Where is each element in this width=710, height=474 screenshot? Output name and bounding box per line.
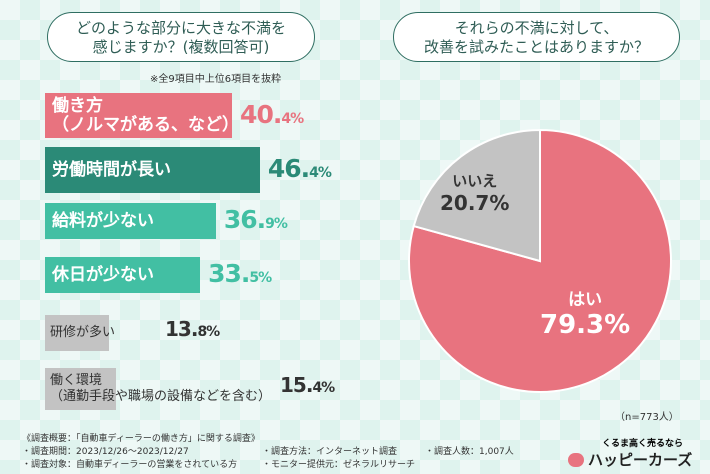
bar-label: 働く環境 （通勤手段や職場の設備などを含む） bbox=[50, 373, 271, 405]
title-line: それらの不満に対して、 bbox=[454, 19, 619, 37]
value-dec: 5% bbox=[249, 270, 272, 286]
value-dec: 4% bbox=[281, 110, 304, 127]
bar bbox=[45, 368, 117, 410]
bar bbox=[45, 147, 260, 193]
bar-label-line: 労働時間が長い bbox=[52, 159, 171, 180]
bar-value: 40.4% bbox=[240, 99, 304, 129]
slice-label: はい bbox=[568, 290, 603, 310]
footer-monitor: ・モニター提供元：ゼネラルリサーチ bbox=[262, 460, 416, 470]
value-dec: 9% bbox=[265, 216, 288, 232]
pie-label-no: いいえ 20.7% bbox=[440, 170, 509, 215]
elephant-icon bbox=[568, 452, 584, 467]
title-line: 改善を試みたことはありますか？ bbox=[423, 38, 649, 56]
logo: くるま高く売るなら ハッピーカーズ bbox=[568, 436, 703, 470]
bar-label-line: 働き方 bbox=[52, 95, 103, 116]
logo-tagline: くるま高く売るなら bbox=[602, 439, 683, 449]
title-line: どのような部分に大きな不満を bbox=[75, 19, 286, 37]
bar-label-line: （ノルマがある、など） bbox=[52, 114, 239, 135]
value-dec: 4% bbox=[312, 380, 335, 396]
slice-value: 79.3% bbox=[540, 310, 631, 340]
bar-label-line: 研修が多い bbox=[50, 325, 116, 340]
bar-label: 研修が多い bbox=[50, 325, 115, 341]
footer-left: 《調査概要：「自動車ディーラーの働き方」に関する調査》 ・調査期間：2023/1… bbox=[22, 433, 260, 472]
bar-value: 46.4% bbox=[267, 154, 332, 183]
bar bbox=[45, 315, 109, 351]
value-int: 40. bbox=[240, 99, 282, 129]
bar-value: 36.9% bbox=[223, 205, 288, 234]
value-dec: 4% bbox=[309, 165, 332, 181]
bar-value: 13.8% bbox=[165, 317, 220, 341]
footer-overview: 《調査概要：「自動車ディーラーの働き方」に関する調査》 bbox=[22, 434, 260, 444]
slice-value: 20.7% bbox=[440, 191, 510, 215]
footer-target: ・調査対象：自動車ディーラーの営業をされている方 bbox=[22, 460, 238, 470]
footer-mid: ・調査方法：インターネット調査 ・モニター提供元：ゼネラルリサーチ bbox=[262, 446, 415, 472]
bar bbox=[45, 93, 233, 138]
value-int: 36. bbox=[223, 205, 266, 234]
title-line: 感じますか？(複数回答可) bbox=[92, 38, 270, 56]
bar bbox=[45, 257, 201, 293]
pie-slice bbox=[412, 128, 541, 263]
value-int: 46. bbox=[267, 154, 310, 183]
sample-size: （n=773人） bbox=[615, 412, 679, 423]
bar-value: 15.4% bbox=[280, 373, 335, 397]
footer-period: ・調査期間：2023/12/26〜2023/12/27 bbox=[22, 447, 189, 457]
slice-label: いいえ bbox=[452, 172, 498, 190]
bar-value: 33.5% bbox=[208, 259, 272, 288]
value-dec: 8% bbox=[197, 324, 220, 340]
bar bbox=[45, 203, 216, 239]
bar-label-line: （通勤手段や職場の設備などを含む） bbox=[50, 389, 272, 404]
bar-label: 給料が少ない bbox=[52, 210, 154, 231]
bar-label: 休日が少ない bbox=[52, 264, 154, 285]
bar-label: 働き方 （ノルマがある、など） bbox=[52, 95, 239, 135]
logo-name: ハッピーカーズ bbox=[588, 451, 693, 469]
value-int: 15. bbox=[280, 373, 313, 397]
footer-count: ・調査人数：1,007人 bbox=[425, 447, 514, 457]
pie-label-yes: はい 79.3% bbox=[540, 285, 630, 340]
bar-label: 労働時間が長い bbox=[52, 159, 171, 180]
chart-note: ※全9項目中上位6項目を抜粋 bbox=[150, 74, 282, 85]
value-int: 33. bbox=[208, 259, 250, 288]
bar-label-line: 休日が少ない bbox=[52, 264, 154, 285]
bar-label-line: 働く環境 bbox=[50, 373, 103, 388]
pie-chart-title: それらの不満に対して、 改善を試みたことはありますか？ bbox=[393, 12, 680, 62]
footer-method: ・調査方法：インターネット調査 bbox=[262, 447, 398, 457]
bar-chart-title: どのような部分に大きな不満を 感じますか？(複数回答可) bbox=[47, 12, 315, 62]
value-int: 13. bbox=[165, 317, 198, 341]
bar-label-line: 給料が少ない bbox=[52, 210, 154, 231]
